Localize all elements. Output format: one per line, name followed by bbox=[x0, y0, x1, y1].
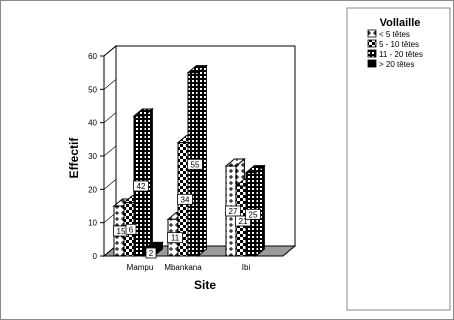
data-label: 11 bbox=[167, 232, 183, 244]
data-label: 34 bbox=[177, 193, 193, 205]
data-label: 27 bbox=[225, 205, 241, 217]
data-label-text: 55 bbox=[191, 160, 200, 169]
data-label-text: 27 bbox=[229, 207, 238, 216]
legend-item: 11 - 20 têtes bbox=[367, 49, 423, 59]
x-tick-label: Mampu bbox=[127, 263, 154, 272]
x-axis-title: Site bbox=[194, 278, 216, 292]
data-label-box bbox=[187, 158, 203, 170]
data-label-box bbox=[167, 232, 183, 244]
data-label-text: 42 bbox=[137, 182, 146, 191]
data-label-text: 6 bbox=[129, 225, 134, 234]
y-tick-label: 0 bbox=[93, 252, 98, 261]
data-label-text: 11 bbox=[171, 234, 180, 243]
data-label-text: 2 bbox=[149, 249, 154, 258]
y-tick-label: 30 bbox=[88, 152, 97, 161]
data-label-box bbox=[235, 215, 251, 227]
labels-layer: 15 11 27 6 34 21 42 55 25 2 bbox=[113, 158, 261, 259]
legend-item: > 20 têtes bbox=[367, 59, 414, 69]
data-label-text: 21 bbox=[239, 217, 248, 226]
y-tick-depth bbox=[103, 112, 117, 123]
y-tick-label: 50 bbox=[88, 85, 97, 94]
y-tick-label: 60 bbox=[88, 52, 97, 61]
legend-swatch bbox=[367, 39, 377, 48]
legend-item: < 5 têtes bbox=[367, 29, 410, 39]
data-label: 21 bbox=[235, 215, 251, 227]
y-tick-label: 40 bbox=[88, 119, 97, 128]
data-label: 55 bbox=[187, 158, 203, 170]
data-label: 42 bbox=[133, 180, 149, 192]
y-tick-depth bbox=[103, 45, 117, 57]
x-tick-label: Ibi bbox=[242, 263, 251, 272]
data-label: 2 bbox=[145, 247, 157, 259]
y-tick-depth bbox=[103, 179, 117, 190]
data-label-text: 25 bbox=[249, 210, 258, 219]
legend-label: 11 - 20 têtes bbox=[379, 50, 423, 59]
data-label: 25 bbox=[245, 208, 261, 220]
y-tick-label: 20 bbox=[88, 185, 97, 194]
data-label-box bbox=[125, 223, 137, 235]
data-label-box bbox=[225, 205, 241, 217]
y-tick-label: 10 bbox=[88, 219, 97, 228]
legend-label: > 20 têtes bbox=[379, 60, 414, 69]
y-tick-depth bbox=[103, 79, 117, 90]
legend-swatch bbox=[367, 59, 377, 68]
data-label-box bbox=[133, 180, 149, 192]
legend-panel bbox=[346, 7, 451, 311]
data-label-box bbox=[245, 208, 261, 220]
data-label-text: 34 bbox=[181, 195, 190, 204]
legend-swatch bbox=[367, 49, 377, 58]
y-tick-depth bbox=[103, 145, 117, 157]
y-axis-title: Effectif bbox=[67, 137, 81, 179]
legend-label: < 5 têtes bbox=[379, 30, 410, 39]
legend-title: Vollaille bbox=[380, 17, 421, 29]
data-label-text: 15 bbox=[117, 227, 126, 236]
legend-label: 5 - 10 têtes bbox=[379, 40, 419, 49]
data-label: 6 bbox=[125, 223, 137, 235]
x-tick-label: Mbankana bbox=[164, 263, 202, 272]
legend-swatch bbox=[367, 29, 377, 38]
legend-item: 5 - 10 têtes bbox=[367, 39, 419, 49]
data-label-box bbox=[177, 193, 193, 205]
data-label-box bbox=[145, 247, 157, 259]
